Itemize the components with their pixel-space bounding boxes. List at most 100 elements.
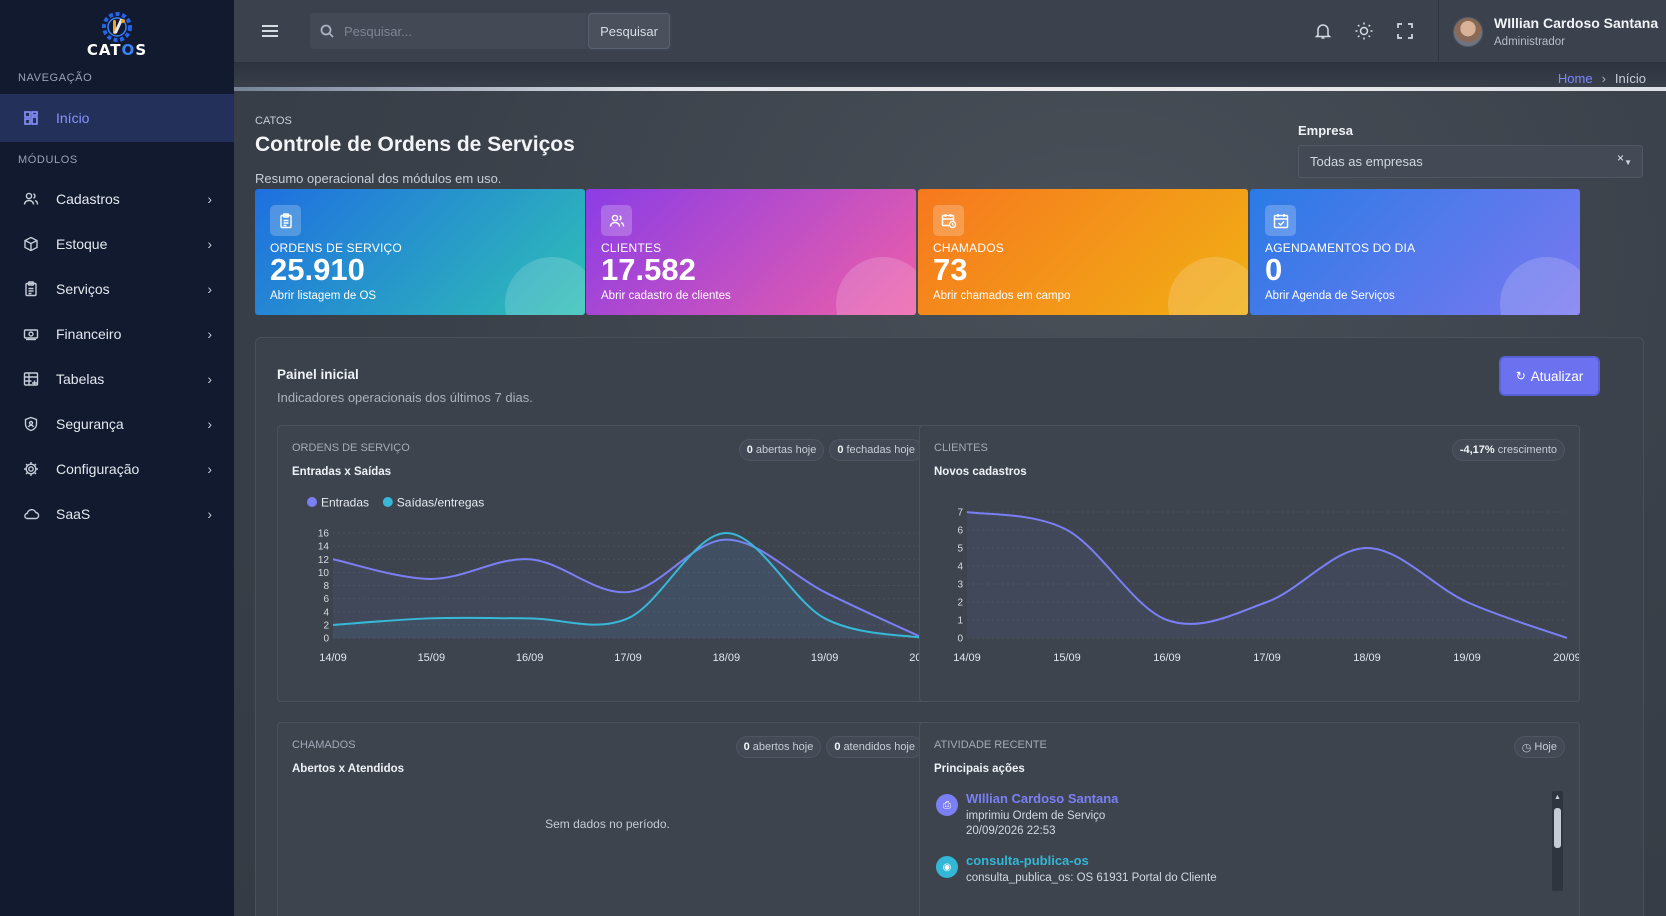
- stat-card-link[interactable]: Abrir Agenda de Serviços: [1265, 290, 1395, 302]
- main-content: CATOS Controle de Ordens de Serviços Res…: [234, 91, 1666, 916]
- empresa-label: Empresa: [1298, 123, 1353, 138]
- decorative-circle: [505, 257, 585, 315]
- chevron-right-icon: ›: [207, 325, 212, 342]
- sidebar-item-label: SaaS: [56, 505, 91, 522]
- legend-marker: [382, 497, 393, 507]
- chevron-right-icon: ›: [207, 415, 212, 432]
- badge-label: abertos hoje: [752, 741, 814, 753]
- breadcrumb-bar: Home › Início: [234, 63, 1666, 91]
- refresh-icon: ↻: [1515, 369, 1526, 383]
- sun-icon[interactable]: [1353, 20, 1375, 42]
- x-tick-label: 18/09: [713, 652, 741, 664]
- activity-card: ATIVIDADE RECENTE Principais ações ◷ Hoje…: [919, 722, 1580, 916]
- painel-inicial: Painel inicial Indicadores operacionais …: [255, 337, 1644, 916]
- series-area: [967, 512, 1567, 638]
- eye-icon: ◉: [936, 856, 958, 878]
- clock-icon: ◷: [1521, 741, 1532, 754]
- breadcrumb-home-link[interactable]: Home: [1557, 71, 1593, 86]
- y-tick-label: 16: [318, 529, 330, 540]
- fullscreen-icon[interactable]: [1394, 20, 1416, 42]
- series-area: [333, 539, 923, 638]
- search-icon: [320, 24, 334, 38]
- stat-card-1[interactable]: ORDENS DE SERVIÇO 25.910 Abrir listagem de…: [255, 189, 585, 315]
- decorative-circle: [1500, 257, 1580, 315]
- stat-card-title: CHAMADOS: [933, 241, 1004, 255]
- card-kicker: ATIVIDADE RECENTE: [934, 739, 1047, 751]
- legend-label[interactable]: Entradas: [321, 496, 369, 510]
- sidebar-item-label: Configuração: [56, 460, 140, 477]
- clipboard-icon: [22, 280, 40, 298]
- hamburger-menu-icon[interactable]: [260, 21, 280, 41]
- user-menu[interactable]: WIllian Cardoso Santana Administrador: [1438, 0, 1666, 63]
- gear-icon: [22, 460, 40, 478]
- chevron-right-icon: ›: [207, 505, 212, 522]
- search-input[interactable]: [344, 23, 504, 39]
- stat-card-2[interactable]: CLIENTES 17.582 Abrir cadastro de clientes: [586, 189, 916, 315]
- sidebar-item-financeiro[interactable]: Financeiro ›: [0, 311, 234, 356]
- activity-scrollbar[interactable]: ▲: [1552, 791, 1563, 891]
- scroll-up-icon[interactable]: ▲: [1554, 794, 1561, 801]
- cloud-icon: [22, 505, 40, 523]
- y-tick-label: 14: [318, 542, 330, 553]
- shield-icon: [22, 415, 40, 433]
- sidebar-item-cadastros[interactable]: Cadastros ›: [0, 176, 234, 221]
- y-tick-label: 12: [318, 555, 330, 566]
- y-tick-label: 4: [323, 607, 329, 618]
- stat-card-link[interactable]: Abrir cadastro de clientes: [601, 290, 731, 302]
- activity-user[interactable]: WIllian Cardoso Santana: [966, 791, 1119, 806]
- os-line-chart: 0 2 4 6 8 10 12 14 16 14/09 15/09 16/09 17/09 18/09 19…: [307, 496, 937, 664]
- y-tick-label: 2: [323, 620, 329, 631]
- sidebar-item-servicos[interactable]: Serviços ›: [0, 266, 234, 311]
- clear-icon[interactable]: ×: [1616, 151, 1624, 165]
- refresh-label: Atualizar: [1530, 368, 1584, 384]
- breadcrumb-current: Início: [1614, 71, 1646, 86]
- chevron-right-icon: ›: [207, 190, 212, 207]
- sidebar-item-saas[interactable]: SaaS ›: [0, 491, 234, 536]
- stat-card-3[interactable]: CHAMADOS 73 Abrir chamados em campo: [918, 189, 1248, 315]
- scrollbar-thumb[interactable]: [1554, 808, 1561, 848]
- x-tick-label: 20/09: [1553, 652, 1580, 664]
- stat-card-title: ORDENS DE SERVIÇO: [270, 241, 402, 255]
- users-icon: [601, 205, 632, 236]
- x-tick-label: 15/09: [418, 652, 446, 664]
- chevron-right-icon: ›: [207, 460, 212, 477]
- empresa-select-value: Todas as empresas: [1310, 154, 1423, 169]
- activity-date: 20/09/2026 22:53: [966, 825, 1056, 837]
- empresa-select[interactable]: Todas as empresas × ▼: [1298, 145, 1643, 178]
- legend-label[interactable]: Saídas/entregas: [397, 496, 484, 510]
- sidebar-item-inicio[interactable]: Início: [0, 94, 234, 142]
- activity-item: ◉ consulta-publica-os consulta_publica_os:…: [936, 853, 1217, 884]
- y-tick-label: 6: [323, 594, 329, 605]
- stat-card-4[interactable]: AGENDAMENTOS DO DIA 0 Abrir Agenda de Serv…: [1250, 189, 1580, 315]
- stat-card-link[interactable]: Abrir chamados em campo: [933, 290, 1071, 302]
- card-title: Novos cadastros: [934, 466, 1027, 478]
- fechadas-hoje-badge: 0 fechadas hoje: [829, 439, 923, 461]
- table-icon: [22, 370, 40, 388]
- activity-user[interactable]: consulta-publica-os: [966, 853, 1089, 868]
- clientes-line-chart: 0 1 2 3 4 5 6 7 14/09 15/09 16/09 17/09 18/09 19/09 20…: [953, 508, 1580, 665]
- clipboard-icon: [270, 205, 301, 236]
- x-tick-label: 18/09: [1353, 652, 1381, 664]
- sidebar-item-estoque[interactable]: Estoque ›: [0, 221, 234, 266]
- atendidos-hoje-badge: 0 atendidos hoje: [826, 736, 923, 758]
- chamados-chart-card: CHAMADOS Abertos x Atendidos 0 abertos ho…: [277, 722, 938, 916]
- modules-heading: MÓDULOS: [18, 154, 78, 166]
- search-box: Pesquisar: [310, 13, 670, 49]
- bell-icon[interactable]: [1312, 20, 1334, 42]
- series-area: [333, 533, 923, 638]
- refresh-button[interactable]: ↻ Atualizar: [1501, 358, 1598, 394]
- search-button[interactable]: Pesquisar: [588, 13, 670, 49]
- badge-count: 0: [834, 741, 841, 753]
- user-role: Administrador: [1494, 36, 1565, 48]
- topbar: Pesquisar WIllian Cardoso Santana Admini…: [234, 0, 1666, 63]
- stat-card-link[interactable]: Abrir listagem de OS: [270, 290, 377, 302]
- x-tick-label: 17/09: [614, 652, 642, 664]
- empty-state-text: Sem dados no período.: [545, 817, 670, 831]
- sidebar-item-configuracao[interactable]: Configuração ›: [0, 446, 234, 491]
- brand-logo[interactable]: CATOS: [0, 0, 234, 64]
- sidebar-item-seguranca[interactable]: Segurança ›: [0, 401, 234, 446]
- card-title: Abertos x Atendidos: [292, 763, 405, 775]
- badge-label: abertas hoje: [755, 444, 817, 456]
- sidebar-item-tabelas[interactable]: Tabelas ›: [0, 356, 234, 401]
- stat-card-value: 0: [1265, 252, 1283, 287]
